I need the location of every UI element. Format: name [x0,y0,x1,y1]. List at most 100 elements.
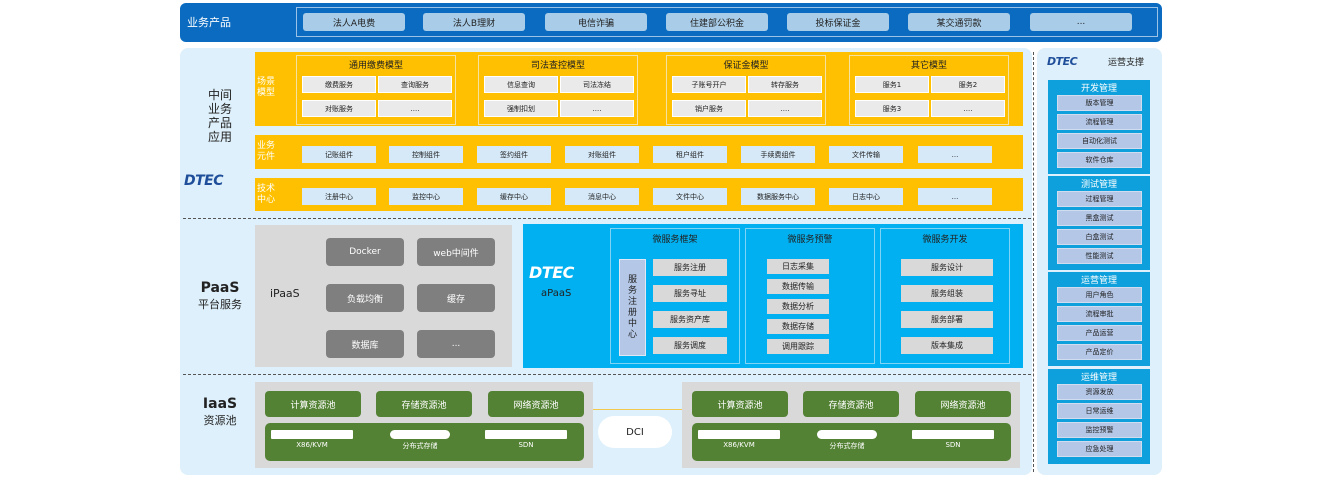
hardware-label: X86/KVM [723,441,755,449]
component-item[interactable]: 文件传输 [829,146,903,163]
apaas-group [610,228,740,364]
switch-icon [485,430,567,439]
ops-item[interactable]: 产品定价 [1057,344,1142,360]
scene-group [666,55,826,125]
divider [183,374,1031,375]
scene-group [296,55,456,125]
component-item[interactable]: 控制组件 [389,146,463,163]
product-button[interactable]: 投标保证金 [787,13,889,31]
ops-item[interactable]: 监控预警 [1057,422,1142,438]
apaas-item[interactable]: 服务注册 [653,259,727,276]
scene-item[interactable]: 强制扣划 [484,100,558,117]
product-button[interactable]: 法人B理财 [423,13,525,31]
component-item[interactable]: 签约组件 [477,146,551,163]
apaas-group-title: 微服务框架 [652,235,698,245]
scene-item[interactable]: .... [931,100,1005,117]
apaas-item[interactable]: 日志采集 [767,259,829,274]
product-button[interactable]: 某交通罚款 [908,13,1010,31]
tech-item[interactable]: ... [918,188,992,205]
component-item[interactable]: ... [918,146,992,163]
storage-icon [817,430,877,439]
ops-item[interactable]: 版本管理 [1057,95,1142,111]
component-item[interactable]: 记账组件 [302,146,376,163]
scene-item[interactable]: 服务2 [931,76,1005,93]
dtec-logo: DTEC [529,263,574,282]
ops-item[interactable]: 应急处理 [1057,441,1142,457]
ipaas-label: iPaaS [270,287,300,300]
scene-item[interactable]: 对账服务 [302,100,376,117]
ipaas-item[interactable]: web中间件 [417,238,495,266]
ipaas-item[interactable]: 缓存 [417,284,495,312]
ops-item[interactable]: 资源发放 [1057,384,1142,400]
resource-pool[interactable]: 计算资源池 [265,391,361,417]
apaas-item[interactable]: 服务调度 [653,337,727,354]
product-button[interactable]: 住建部公积金 [666,13,768,31]
tech-item[interactable]: 日志中心 [829,188,903,205]
resource-pool[interactable]: 存储资源池 [803,391,899,417]
server-icon [271,430,353,439]
tech-item[interactable]: 数据服务中心 [741,188,815,205]
tech-item[interactable]: 文件中心 [653,188,727,205]
scene-item[interactable]: 销户服务 [672,100,746,117]
apaas-item[interactable]: 版本集成 [901,337,993,354]
product-button[interactable]: ... [1030,13,1132,31]
apaas-item[interactable]: 服务寻址 [653,285,727,302]
scene-item[interactable]: .... [748,100,822,117]
ipaas-item[interactable]: 负载均衡 [326,284,404,312]
scene-item[interactable]: .... [560,100,634,117]
ops-item[interactable]: 自动化测试 [1057,133,1142,149]
tech-item[interactable]: 消息中心 [565,188,639,205]
resource-pool[interactable]: 网络资源池 [488,391,584,417]
ops-item[interactable]: 流程管理 [1057,114,1142,130]
product-button[interactable]: 电信诈骗 [545,13,647,31]
ops-item[interactable]: 黑盒测试 [1057,210,1142,226]
ops-item[interactable]: 软件仓库 [1057,152,1142,168]
resource-pool[interactable]: 网络资源池 [915,391,1011,417]
component-item[interactable]: 手续费组件 [741,146,815,163]
ops-item[interactable]: 过程管理 [1057,191,1142,207]
component-item[interactable]: 租户组件 [653,146,727,163]
tech-item[interactable]: 监控中心 [389,188,463,205]
tech-item[interactable]: 缓存中心 [477,188,551,205]
ops-item[interactable]: 流程审批 [1057,306,1142,322]
scene-item[interactable]: .... [378,100,452,117]
apaas-item[interactable]: 数据传输 [767,279,829,294]
ops-item[interactable]: 产品运营 [1057,325,1142,341]
resource-pool[interactable]: 存储资源池 [376,391,472,417]
ipaas-item[interactable]: 数据库 [326,330,404,358]
apaas-item[interactable]: 服务设计 [901,259,993,276]
scene-item[interactable]: 缴费服务 [302,76,376,93]
scene-group-title: 通用缴费模型 [348,61,403,71]
ops-item[interactable]: 用户角色 [1057,287,1142,303]
ops-group-title: 运维管理 [1080,373,1117,383]
hardware-label: 分布式存储 [402,442,438,450]
registry-center[interactable]: 服务注册中心 [619,259,646,356]
scene-item[interactable]: 子账号开户 [672,76,746,93]
ops-item[interactable]: 白盒测试 [1057,229,1142,245]
apaas-item[interactable]: 服务组装 [901,285,993,302]
apaas-item[interactable]: 数据分析 [767,299,829,314]
resource-pool[interactable]: 计算资源池 [692,391,788,417]
scene-item[interactable]: 服务1 [855,76,929,93]
tech-item[interactable]: 注册中心 [302,188,376,205]
scene-item[interactable]: 信息查询 [484,76,558,93]
scene-item[interactable]: 转存服务 [748,76,822,93]
ipaas-item[interactable]: ... [417,330,495,358]
scene-group [849,55,1009,125]
hardware-label: 分布式存储 [829,442,865,450]
scene-item[interactable]: 司法冻结 [560,76,634,93]
component-item[interactable]: 对账组件 [565,146,639,163]
product-button[interactable]: 法人A电费 [303,13,405,31]
middle-layer-label: 中间业务产品应用 [207,88,232,144]
scene-item[interactable]: 查询服务 [378,76,452,93]
scene-item[interactable]: 服务3 [855,100,929,117]
ipaas-item[interactable]: Docker [326,238,404,266]
ops-item[interactable]: 日常运维 [1057,403,1142,419]
divider [1033,52,1034,472]
apaas-item[interactable]: 服务部署 [901,311,993,328]
ops-item[interactable]: 性能测试 [1057,248,1142,264]
server-icon [698,430,780,439]
apaas-item[interactable]: 调用跟踪 [767,339,829,354]
apaas-item[interactable]: 服务资产库 [653,311,727,328]
apaas-item[interactable]: 数据存储 [767,319,829,334]
